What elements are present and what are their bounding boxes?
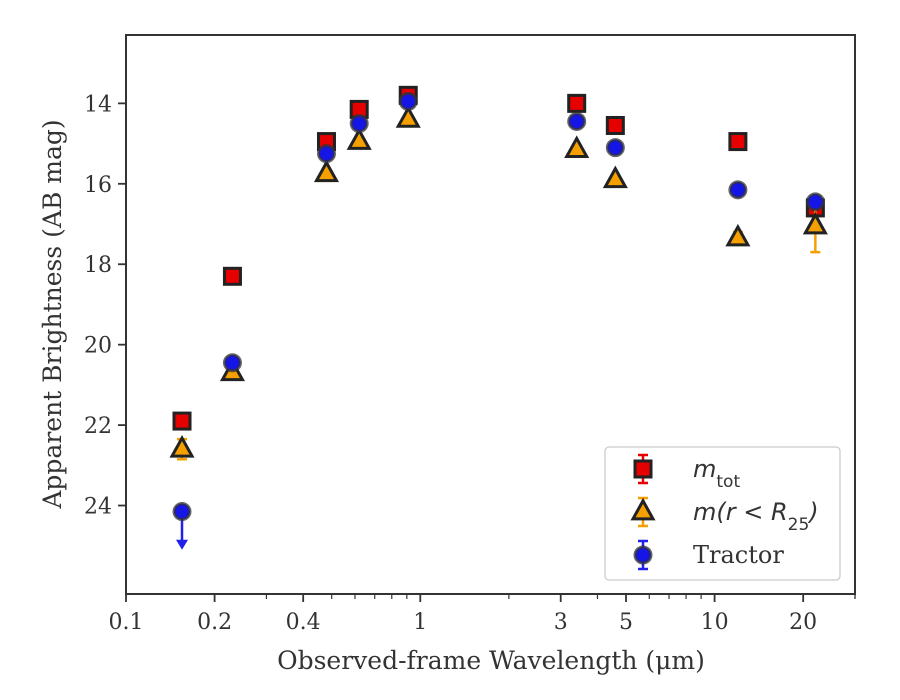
- legend-label: m(r < R25): [693, 498, 819, 535]
- x-tick-label: 0.4: [286, 610, 321, 635]
- data-point: [567, 111, 587, 131]
- legend-marker: [630, 497, 656, 521]
- data-point: [222, 353, 242, 373]
- legend-label-base: m(r < R: [693, 498, 788, 526]
- y-tick-label: 24: [84, 495, 112, 520]
- series-mtot: [172, 85, 825, 431]
- data-point: [169, 434, 195, 458]
- legend-label: mtot: [693, 455, 740, 492]
- y-tick-label: 22: [84, 414, 112, 439]
- series-m-r25: [169, 105, 828, 461]
- y-axis-label: Apparent Brightness (AB mag): [38, 119, 67, 509]
- data-point: [805, 192, 825, 212]
- data-point: [728, 132, 748, 152]
- data-point: [349, 113, 369, 133]
- data-point: [728, 180, 748, 200]
- x-tick-label: 0.1: [109, 610, 144, 635]
- upper-limit-arrow-head: [176, 539, 189, 550]
- axes: 0.1 0.2 0.4 1 3 5 10 20 14 16 18 20 22 24: [84, 34, 856, 635]
- data-point: [222, 266, 242, 286]
- legend-marker: [633, 459, 653, 479]
- legend-label-base: m: [693, 455, 716, 483]
- data-point: [395, 105, 421, 128]
- legend-label-subscript: 25: [788, 515, 810, 535]
- series-tractor: [172, 91, 825, 550]
- y-tick-label: 16: [84, 173, 112, 198]
- data-point: [316, 144, 336, 164]
- legend-box: [604, 446, 841, 581]
- data-point: [172, 502, 192, 522]
- legend: mtot m(r < R25) Tractor: [604, 446, 841, 581]
- data-point: [602, 165, 628, 189]
- x-tick-label: 10: [701, 610, 729, 635]
- legend-label-subscript: tot: [716, 472, 740, 492]
- data-point: [725, 223, 751, 247]
- data-point: [605, 138, 625, 158]
- data-point: [313, 159, 340, 183]
- data-point: [346, 127, 372, 150]
- legend-label: Tractor: [693, 541, 784, 569]
- y-tick-label: 14: [84, 92, 112, 117]
- legend-marker: [633, 545, 653, 565]
- data-point: [605, 115, 625, 135]
- x-tick-label: 5: [619, 610, 633, 635]
- y-tick-label: 18: [84, 253, 112, 278]
- data-point: [564, 135, 590, 158]
- x-tick-label: 0.2: [197, 610, 232, 635]
- axes-frame: [125, 34, 856, 595]
- plot-area: [169, 85, 828, 550]
- legend-label-tail: ): [807, 498, 818, 526]
- data-point: [567, 93, 587, 113]
- x-tick-label: 3: [554, 610, 568, 635]
- data-point: [398, 91, 418, 111]
- x-tick-label: 20: [789, 610, 817, 635]
- x-tick-label: 1: [413, 610, 427, 635]
- data-point: [172, 411, 192, 431]
- y-tick-label: 20: [84, 334, 112, 359]
- data-point: [802, 211, 828, 235]
- x-axis-label: Observed-frame Wavelength (μm): [277, 646, 705, 675]
